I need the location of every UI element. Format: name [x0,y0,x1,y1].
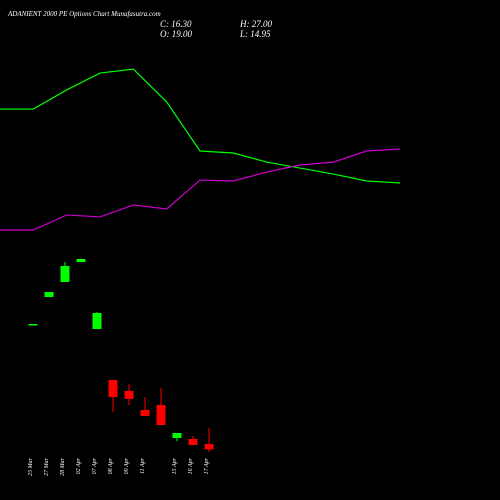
ohlc-low: L: 14.95 [239,29,271,39]
candle-body [92,313,102,329]
x-tick-label: 28 Mar [60,457,66,475]
ohlc-close: C: 16.30 [160,19,192,29]
candle-body [44,292,54,297]
x-tick-label: 25 Mar [28,457,34,475]
candle-body [76,259,86,262]
candle-body [204,444,214,450]
ohlc-open: O: 19.00 [160,29,192,39]
ohlc-high: H: 27.00 [239,19,272,29]
x-tick-label: 02 Apr [76,457,82,474]
chart-title: ADANIENT 2000 PE Options Chart Munafasut… [7,10,161,18]
x-tick-label: 07 Apr [92,457,98,474]
x-tick-label: 08 Apr [108,457,114,474]
candle-body [156,405,166,425]
x-tick-label: 27 Mar [44,457,50,475]
x-tick-label: 16 Apr [188,457,194,474]
candle-body [28,324,38,326]
candle-body [188,439,198,445]
x-tick-label: 11 Apr [140,457,146,474]
candle-body [108,380,118,397]
indicator-line [0,148,401,231]
indicator-line [0,68,401,184]
candle-body [124,391,134,399]
candle-body [140,410,150,416]
candle-body [172,433,182,438]
x-tick-label: 17 Apr [204,457,210,474]
x-tick-label: 09 Apr [124,457,130,474]
candle-body [60,266,70,282]
x-tick-label: 15 Apr [172,457,178,474]
